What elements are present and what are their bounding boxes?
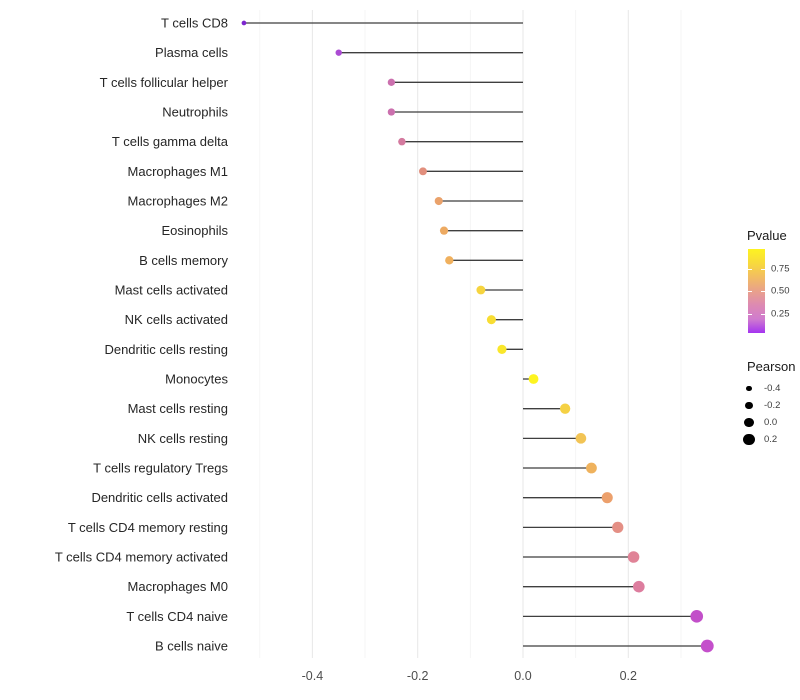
pearson-dot-cell: [741, 397, 757, 414]
lollipop-dot: [601, 492, 613, 504]
y-axis-label: NK cells resting: [138, 431, 228, 446]
pearson-dot-cell: [741, 414, 757, 431]
lollipop-dot: [387, 78, 396, 86]
pearson-legend: Pearson -0.4 -0.2 0.0 0.2: [740, 359, 800, 448]
pearson-size-dot-icon: [743, 433, 755, 446]
lollipop-dot: [700, 639, 714, 653]
pearson-size-dot-icon: [746, 385, 752, 392]
pearson-size-dot-icon: [744, 417, 754, 428]
x-axis-tick-label: 0.0: [514, 669, 531, 683]
lollipop-dot: [335, 49, 342, 56]
y-axis-label: T cells CD4 naive: [126, 609, 228, 624]
colorbar-tick-mark: [748, 291, 752, 292]
y-axis-label: Macrophages M0: [128, 579, 228, 594]
y-axis-label: Macrophages M2: [128, 194, 228, 209]
colorbar-tick-label: 0.75: [771, 263, 790, 275]
pearson-legend-item: -0.4: [740, 380, 800, 397]
legend: Pvalue 0.75 0.50 0.25 Pearson -0.4 -0.2 0.0 0…: [740, 228, 800, 448]
x-axis-tick-label: -0.4: [302, 669, 324, 683]
lollipop-dot: [434, 196, 443, 206]
y-axis-label: T cells regulatory Tregs: [93, 461, 228, 476]
lollipop-dot: [528, 374, 539, 384]
lollipop-dot: [419, 167, 427, 176]
pvalue-colorbar: [748, 249, 765, 333]
x-axis-tick-label: -0.2: [407, 669, 429, 683]
x-axis-tick-label: 0.2: [620, 669, 637, 683]
lollipop-dot: [241, 20, 247, 26]
colorbar-tick-mark: [761, 291, 765, 292]
pearson-size-label: 0.2: [764, 434, 778, 445]
lollipop-dot: [476, 285, 486, 295]
y-axis-label: Dendritic cells resting: [104, 342, 228, 357]
lollipop-dot: [575, 433, 587, 444]
colorbar-tick-label: 0.50: [771, 285, 790, 297]
y-axis-label: B cells memory: [139, 253, 228, 268]
pearson-legend-title: Pearson: [747, 359, 796, 374]
colorbar-tick-mark: [748, 269, 752, 270]
lollipop-dot: [387, 108, 396, 116]
pearson-legend-item: -0.2: [740, 397, 800, 414]
y-axis-label: B cells naive: [155, 639, 228, 654]
y-axis-label: NK cells activated: [125, 312, 228, 327]
lollipop-dot: [398, 137, 406, 146]
y-axis-label: T cells CD4 memory activated: [55, 550, 228, 565]
colorbar-tick-mark: [761, 314, 765, 315]
y-axis-label: Eosinophils: [162, 223, 229, 238]
colorbar-tick-mark: [761, 269, 765, 270]
lollipop-dot: [627, 551, 640, 563]
y-axis-label: Mast cells activated: [115, 283, 228, 298]
pearson-dot-cell: [741, 431, 757, 448]
pearson-size-dot-icon: [745, 401, 753, 410]
lollipop-dot: [497, 344, 507, 354]
y-axis-label: Macrophages M1: [128, 164, 228, 179]
lollipop-dot: [439, 226, 449, 235]
pearson-size-label: -0.2: [764, 400, 781, 411]
pvalue-colorbar-wrap: 0.75 0.50 0.25: [748, 249, 800, 333]
colorbar-tick-mark: [748, 314, 752, 315]
y-axis-label: Dendritic cells activated: [91, 490, 228, 505]
y-axis-label: T cells CD4 memory resting: [68, 520, 228, 535]
y-axis-label: T cells follicular helper: [100, 75, 229, 90]
lollipop-dot: [486, 315, 496, 325]
pearson-legend-item: 0.0: [740, 414, 800, 431]
pearson-size-label: -0.4: [764, 383, 781, 394]
lollipop-dot: [559, 403, 571, 414]
colorbar-tick-label: 0.25: [771, 308, 790, 320]
y-axis-label: Mast cells resting: [128, 401, 228, 416]
y-axis-label: Plasma cells: [155, 45, 228, 60]
pvalue-legend-title: Pvalue: [747, 228, 787, 243]
pearson-size-label: 0.0: [764, 417, 778, 428]
pearson-legend-item: 0.2: [740, 431, 800, 448]
y-axis-label: Monocytes: [165, 372, 228, 387]
y-axis-label: T cells CD8: [161, 16, 228, 31]
lollipop-dot: [612, 521, 624, 533]
y-axis-label: T cells gamma delta: [112, 134, 229, 149]
pearson-dot-cell: [741, 380, 757, 397]
lollipop-dot: [690, 610, 704, 623]
lollipop-dot: [633, 580, 645, 593]
lollipop-dot: [586, 462, 597, 474]
y-axis-label: Neutrophils: [162, 105, 228, 120]
lollipop-dot: [445, 256, 454, 265]
